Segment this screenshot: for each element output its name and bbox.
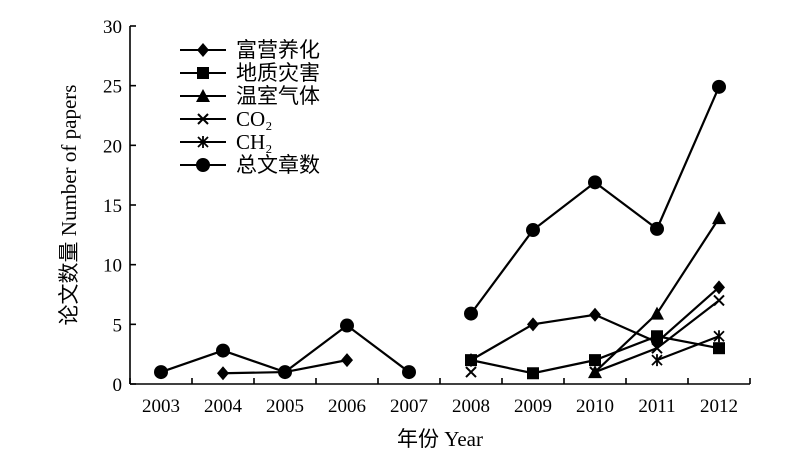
data-point xyxy=(465,354,477,367)
y-tick-label: 25 xyxy=(103,77,122,98)
data-point xyxy=(340,318,354,333)
data-point xyxy=(402,365,416,380)
data-point xyxy=(650,306,664,320)
data-point xyxy=(589,354,601,367)
legend-item: CH₂ xyxy=(180,130,273,154)
y-tick-label: 0 xyxy=(113,375,123,396)
data-point xyxy=(713,294,725,307)
x-tick-label: 2012 xyxy=(700,396,738,417)
y-tick-label: 10 xyxy=(103,256,122,277)
data-point xyxy=(712,79,726,94)
legend-label: CO₂ xyxy=(236,107,273,131)
data-point xyxy=(217,366,229,381)
legend-item: CO₂ xyxy=(180,107,273,131)
data-point xyxy=(216,343,230,358)
legend-label: 富营养化 xyxy=(236,38,320,62)
legend-marker xyxy=(197,67,209,79)
legend-item: 地质灾害 xyxy=(180,61,320,85)
series-5 xyxy=(651,330,725,367)
x-axis-title: 年份 Year xyxy=(397,427,483,451)
data-point xyxy=(589,307,601,322)
data-point xyxy=(651,354,663,367)
x-tick-label: 2011 xyxy=(638,396,675,417)
legend-label: CH₂ xyxy=(236,130,273,154)
y-axis-title: 论文数量 Number of papers xyxy=(57,85,81,326)
axes: 0 5 10 15 20 25 30 2003 2004 2005 2006 2007 2008 2009… xyxy=(103,17,751,417)
series-layer xyxy=(154,79,726,381)
data-point xyxy=(651,330,663,343)
x-tick-label: 2003 xyxy=(142,396,180,417)
x-tick-label: 2007 xyxy=(390,396,428,417)
data-point xyxy=(651,342,663,354)
legend-label: 温室气体 xyxy=(236,84,320,108)
data-point xyxy=(650,221,664,236)
legend-item: 总文章数 xyxy=(180,153,320,177)
legend-label: 总文章数 xyxy=(236,153,320,177)
legend-item: 温室气体 xyxy=(180,84,320,108)
series-line xyxy=(470,86,721,315)
data-point xyxy=(713,330,725,343)
data-point xyxy=(527,317,539,332)
series-3 xyxy=(588,211,726,379)
legend-marker xyxy=(197,43,209,57)
x-tick-label: 2006 xyxy=(328,396,366,417)
series-6 xyxy=(154,79,726,380)
data-point xyxy=(713,280,725,295)
data-point xyxy=(589,366,601,378)
legend-marker xyxy=(197,113,209,125)
y-tick-label: 15 xyxy=(103,196,122,217)
data-point xyxy=(712,211,726,225)
y-tick-label: 30 xyxy=(103,17,122,38)
data-point xyxy=(527,367,539,380)
x-tick-label: 2009 xyxy=(514,396,552,417)
legend-marker xyxy=(196,158,210,172)
data-point xyxy=(465,366,477,378)
legend-label: 地质灾害 xyxy=(236,61,320,85)
data-point xyxy=(154,365,168,380)
data-point xyxy=(713,342,725,355)
legend-marker xyxy=(196,89,210,102)
legend-marker xyxy=(197,136,209,148)
series-line xyxy=(470,286,720,362)
series-4 xyxy=(465,294,725,378)
x-tick-label: 2008 xyxy=(452,396,490,417)
series-line xyxy=(656,335,720,362)
x-tick-label: 2004 xyxy=(204,396,243,417)
series-1 xyxy=(217,280,725,381)
y-tick-label: 20 xyxy=(103,136,122,157)
y-tick-label: 5 xyxy=(113,315,123,336)
data-point xyxy=(341,353,353,368)
data-point xyxy=(278,365,292,380)
data-point xyxy=(588,175,602,190)
data-point xyxy=(526,223,540,238)
data-point xyxy=(464,306,478,321)
x-tick-label: 2010 xyxy=(576,396,614,417)
legend-item: 富营养化 xyxy=(180,38,320,62)
x-tick-label: 2005 xyxy=(266,396,304,417)
series-2 xyxy=(465,330,725,380)
